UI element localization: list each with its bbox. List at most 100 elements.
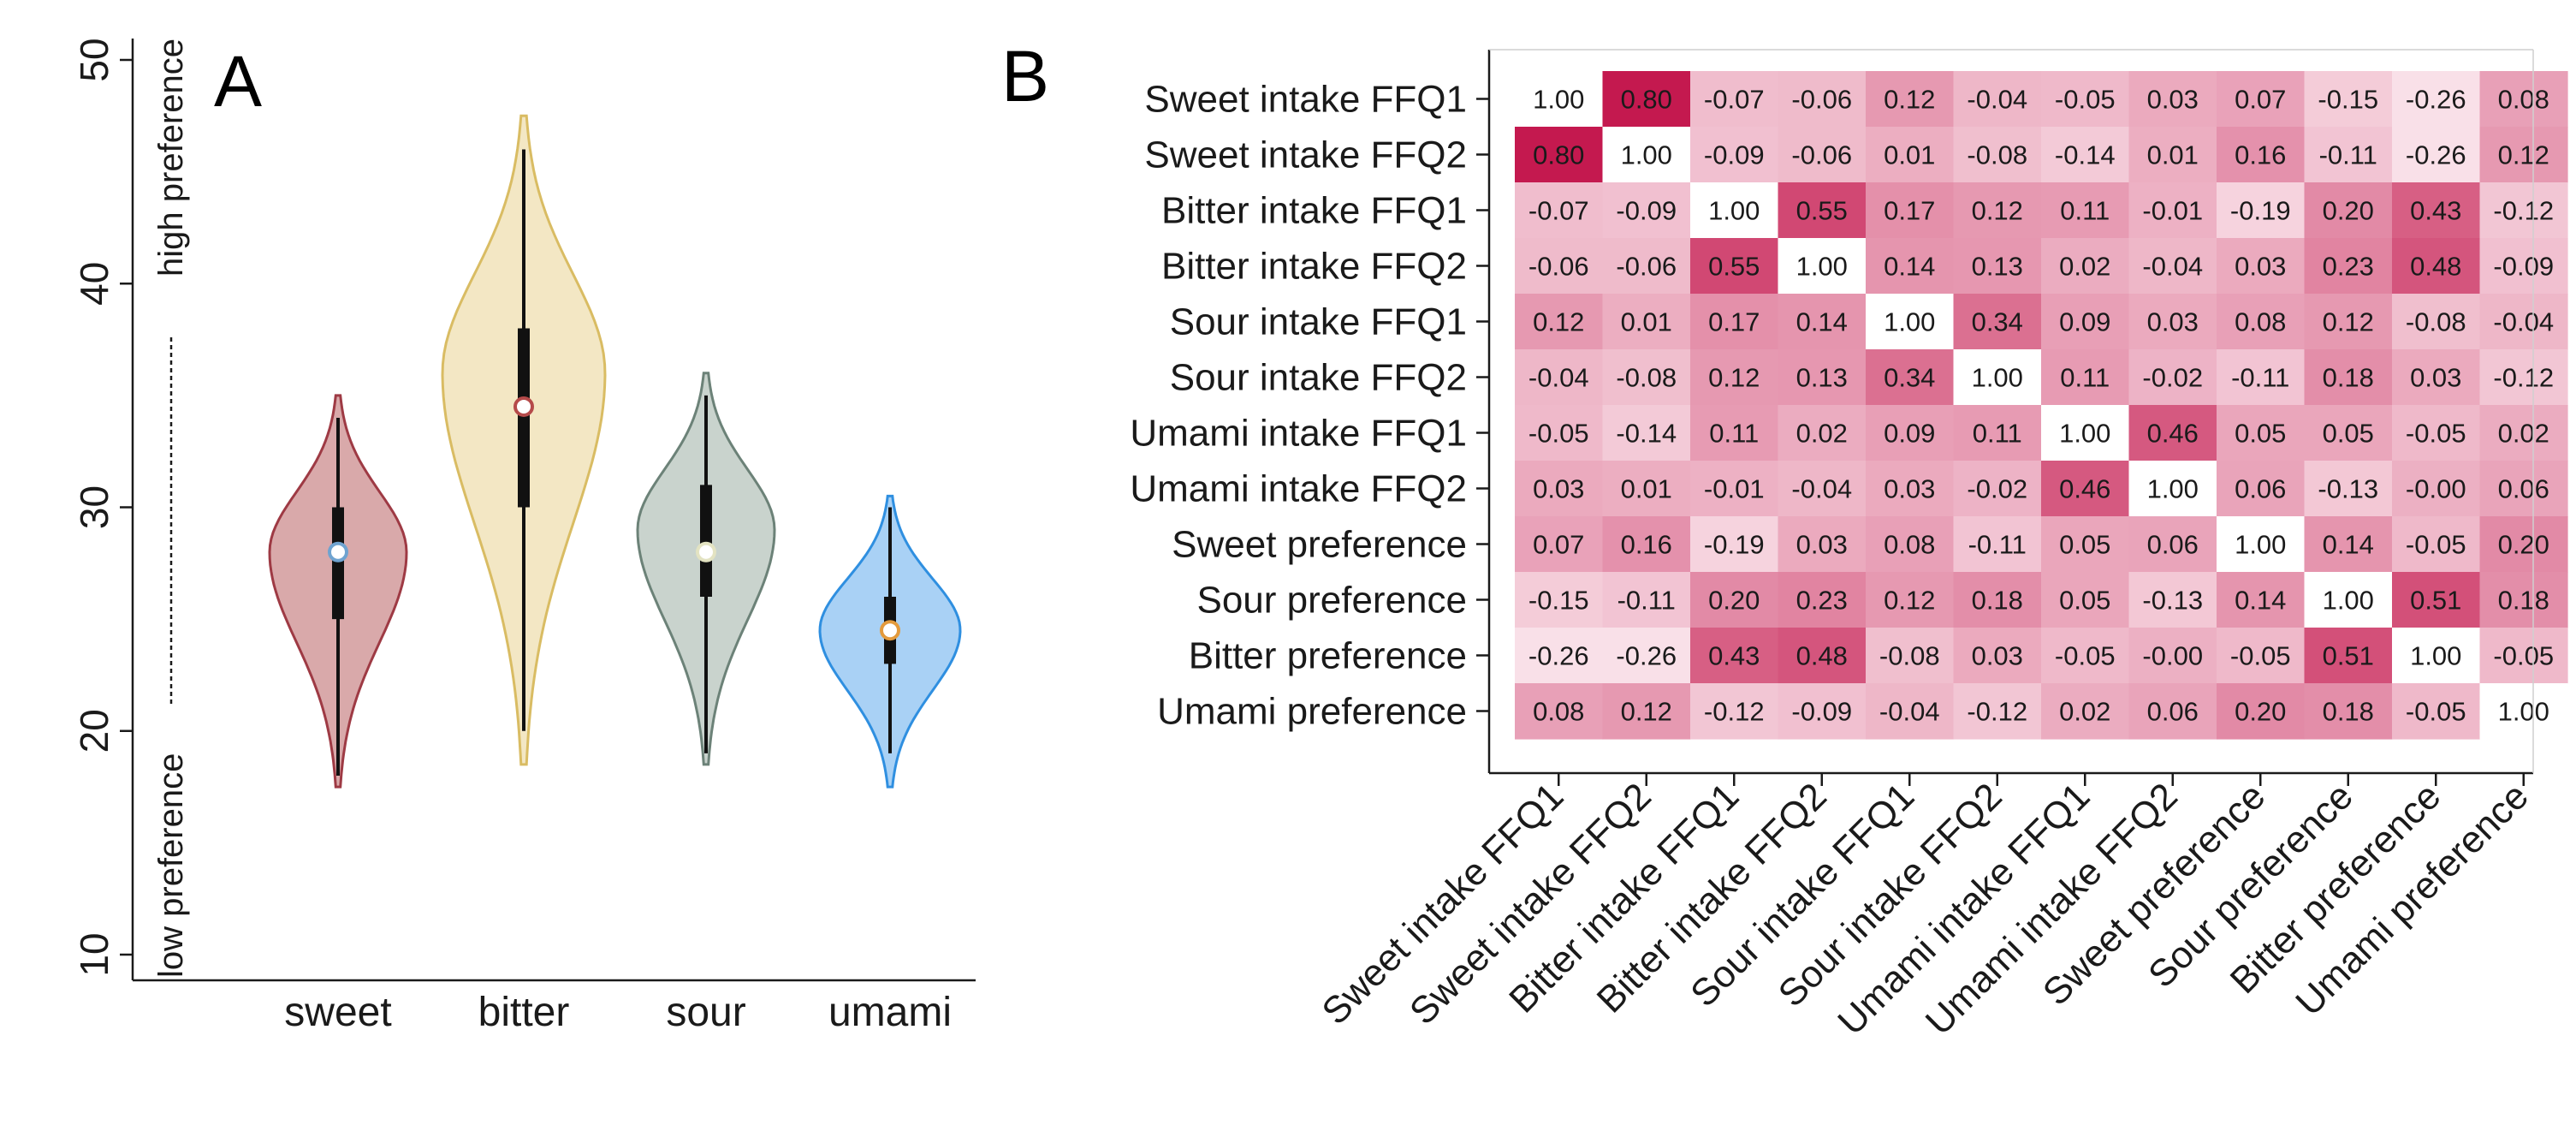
heatmap-cell bbox=[2392, 294, 2481, 350]
heatmap-row-label: Sweet preference bbox=[1172, 524, 1467, 566]
heatmap-cell-value: -0.26 bbox=[1528, 641, 1589, 671]
heatmap-cell bbox=[2041, 349, 2130, 406]
heatmap-cell-value: 0.03 bbox=[1884, 474, 1935, 504]
heatmap-cell bbox=[1778, 127, 1867, 183]
heatmap-cell bbox=[1515, 182, 1604, 239]
heatmap-row-label: Bitter intake FFQ1 bbox=[1161, 190, 1467, 232]
heatmap-cell-value: -0.19 bbox=[2230, 196, 2291, 226]
heatmap-cell-value: 0.16 bbox=[1621, 530, 1672, 560]
heatmap-cell-value: -0.14 bbox=[1616, 419, 1677, 449]
heatmap-cell bbox=[2479, 405, 2568, 461]
y-tick-label: 20 bbox=[72, 709, 116, 753]
heatmap-cell bbox=[1602, 182, 1691, 239]
heatmap-cell-value: -0.11 bbox=[2231, 363, 2289, 393]
heatmap-cell bbox=[1778, 71, 1867, 128]
heatmap-cell bbox=[1953, 349, 2042, 406]
heatmap-cell bbox=[2392, 461, 2481, 517]
heatmap-cell bbox=[1690, 127, 1779, 183]
heatmap-cell bbox=[2217, 182, 2306, 239]
heatmap-cell bbox=[2304, 349, 2393, 406]
heatmap-cell bbox=[2128, 683, 2217, 740]
heatmap-cell bbox=[1515, 238, 1604, 295]
heatmap-cell bbox=[2041, 127, 2130, 183]
heatmap-cell-value: -0.05 bbox=[2406, 419, 2466, 449]
heatmap-cell bbox=[2041, 294, 2130, 350]
heatmap-cell-value: 0.05 bbox=[2059, 530, 2110, 560]
heatmap-cell bbox=[1778, 516, 1867, 573]
heatmap-cell-value: -0.04 bbox=[1528, 363, 1589, 393]
heatmap-cell-value: 0.43 bbox=[1708, 641, 1760, 671]
heatmap-cell-value: -0.19 bbox=[1704, 530, 1765, 560]
heatmap-cell bbox=[1953, 71, 2042, 128]
heatmap-cell-value: 0.46 bbox=[2059, 474, 2110, 504]
heatmap-row-label: Umami preference bbox=[1157, 691, 1467, 733]
heatmap-cell bbox=[2217, 127, 2306, 183]
heatmap-cells: 1.00 0.80 -0.07 -0.06 0.12 -0.04 -0.05 0.03 0.07… bbox=[1515, 71, 2568, 740]
median-marker-sour bbox=[696, 541, 716, 562]
heatmap-cell bbox=[2304, 628, 2393, 684]
heatmap-cell-value: 1.00 bbox=[2235, 530, 2286, 560]
heatmap-cell-value: 0.55 bbox=[1796, 196, 1848, 226]
heatmap-cell-value: 0.01 bbox=[1884, 140, 1935, 170]
x-label-bitter: bitter bbox=[478, 990, 570, 1035]
heatmap-cell bbox=[2479, 572, 2568, 628]
heatmap-cell bbox=[1953, 182, 2042, 239]
heatmap-cell-value: 0.34 bbox=[1884, 363, 1935, 393]
heatmap-cell bbox=[1953, 683, 2042, 740]
heatmap-cell bbox=[1866, 182, 1955, 239]
heatmap-cell bbox=[1953, 238, 2042, 295]
heatmap-cell-value: -0.09 bbox=[1704, 140, 1765, 170]
heatmap-cell bbox=[1953, 461, 2042, 517]
heatmap-cell bbox=[2392, 405, 2481, 461]
heatmap-cell bbox=[1778, 461, 1867, 517]
heatmap-cell bbox=[2217, 572, 2306, 628]
heatmap-cell-value: 0.17 bbox=[1708, 307, 1760, 337]
heatmap-cell-value: 1.00 bbox=[2147, 474, 2199, 504]
heatmap-cell-value: 0.02 bbox=[2059, 697, 2110, 727]
heatmap-cell-value: 0.06 bbox=[2147, 530, 2199, 560]
low-preference-label: low preference bbox=[152, 753, 190, 978]
heatmap-cell-value: -0.05 bbox=[2406, 530, 2466, 560]
heatmap-cell-value: -0.05 bbox=[2230, 641, 2291, 671]
heatmap-cell-value: 0.07 bbox=[1533, 530, 1584, 560]
heatmap-cell-value: -0.04 bbox=[1791, 474, 1852, 504]
heatmap-cell-value: -0.09 bbox=[1616, 196, 1677, 226]
heatmap-cell bbox=[1602, 516, 1691, 573]
heatmap-cell-value: -0.13 bbox=[2142, 586, 2203, 616]
median-marker-umami bbox=[880, 620, 900, 641]
heatmap-cell bbox=[2217, 461, 2306, 517]
heatmap-cell bbox=[1515, 71, 1604, 128]
heatmap-cell-value: 0.12 bbox=[1708, 363, 1760, 393]
heatmap-cell-value: 1.00 bbox=[2059, 419, 2110, 449]
heatmap-cell bbox=[1953, 294, 2042, 350]
heatmap-cell bbox=[1778, 349, 1867, 406]
heatmap-cell-value: 0.14 bbox=[2323, 530, 2374, 560]
heatmap-cell bbox=[2304, 238, 2393, 295]
heatmap-cell bbox=[2128, 294, 2217, 350]
heatmap-cell bbox=[1690, 572, 1779, 628]
heatmap-cell-value: -0.04 bbox=[1879, 697, 1940, 727]
heatmap-row-label: Sour intake FFQ1 bbox=[1170, 301, 1467, 343]
heatmap-cell bbox=[1778, 294, 1867, 350]
heatmap-cell-value: 0.80 bbox=[1533, 140, 1584, 170]
heatmap-cell-value: 0.23 bbox=[1796, 586, 1848, 616]
heatmap-cell-value: 0.20 bbox=[2235, 697, 2286, 727]
heatmap-cell-value: 0.06 bbox=[2147, 697, 2199, 727]
heatmap-cell-value: 1.00 bbox=[2323, 586, 2374, 616]
heatmap-cell bbox=[1778, 628, 1867, 684]
heatmap-cell-value: 0.12 bbox=[2498, 140, 2549, 170]
heatmap-cell-value: -0.05 bbox=[2493, 641, 2554, 671]
heatmap-cell bbox=[2128, 182, 2217, 239]
heatmap-cell-value: -0.06 bbox=[1528, 252, 1589, 282]
heatmap-cell bbox=[1953, 127, 2042, 183]
heatmap-cell-value: -0.00 bbox=[2406, 474, 2466, 504]
heatmap-cell-value: 0.12 bbox=[1884, 85, 1935, 115]
heatmap-cell-value: 0.51 bbox=[2323, 641, 2374, 671]
heatmap-cell-value: -0.07 bbox=[1704, 85, 1765, 115]
heatmap-cell bbox=[1515, 461, 1604, 517]
heatmap-cell-value: 0.06 bbox=[2498, 474, 2549, 504]
heatmap-cell bbox=[2217, 349, 2306, 406]
heatmap-cell bbox=[2128, 628, 2217, 684]
heatmap-cell bbox=[2128, 127, 2217, 183]
